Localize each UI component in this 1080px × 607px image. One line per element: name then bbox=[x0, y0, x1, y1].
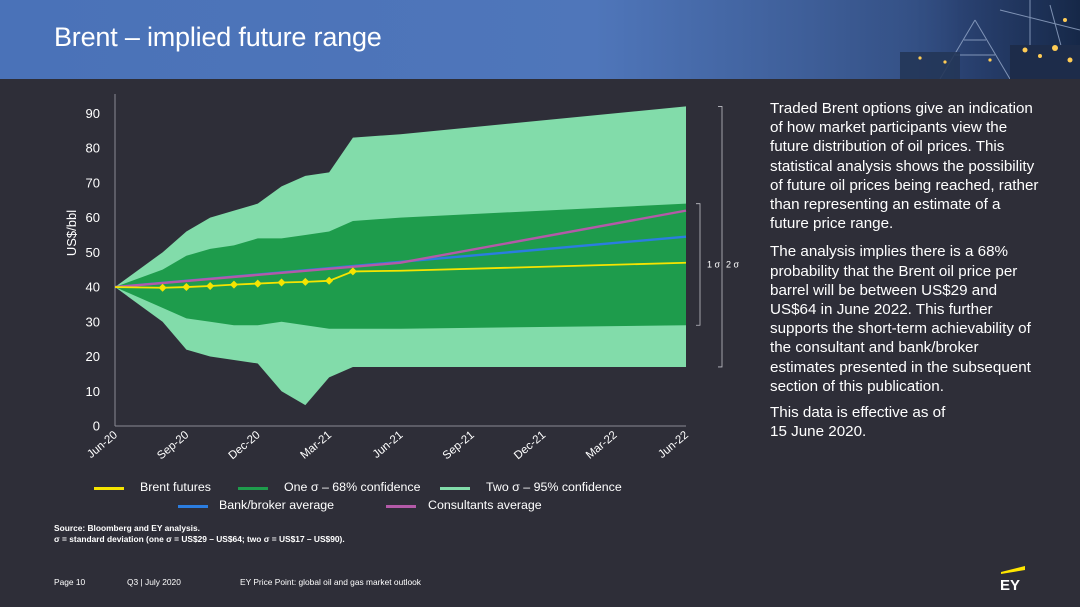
page-title: Brent – implied future range bbox=[54, 22, 382, 52]
footer-period: Q3 | July 2020 bbox=[127, 577, 181, 587]
legend-item-two-sigma: Two σ – 95% confidence bbox=[440, 480, 640, 498]
y-tick-label: 90 bbox=[86, 106, 100, 121]
data-point-brent-futures bbox=[229, 280, 238, 289]
y-tick-label: 60 bbox=[86, 210, 100, 225]
y-axis-title: US$/bbl bbox=[64, 210, 79, 256]
data-point-brent-futures bbox=[348, 267, 357, 276]
legend-swatch bbox=[386, 505, 416, 508]
x-tick-label: Jun-20 bbox=[85, 429, 120, 461]
sigma-definition-line: σ = standard deviation (one σ = US$29 – … bbox=[54, 534, 345, 544]
oil-rig-photo bbox=[880, 0, 1080, 79]
one-sigma-bracket bbox=[696, 203, 701, 326]
commentary-paragraph: Traded Brent options give an indication … bbox=[770, 100, 1039, 233]
one-sigma-label: 1 σ bbox=[707, 259, 721, 269]
band-one-sigma bbox=[115, 203, 686, 329]
source-note: Source: Bloomberg and EY analysis. σ = s… bbox=[54, 523, 345, 545]
legend-label: Brent futures bbox=[140, 480, 211, 494]
y-tick-label: 70 bbox=[86, 175, 100, 190]
legend-label: Bank/broker average bbox=[219, 498, 335, 512]
two-sigma-label: 2 σ bbox=[726, 259, 740, 269]
data-point-brent-futures bbox=[277, 278, 286, 287]
x-tick-label: Mar-21 bbox=[298, 429, 334, 462]
legend-label: One σ – 68% confidence bbox=[284, 480, 421, 494]
data-point-brent-futures bbox=[158, 283, 167, 292]
effective-date-label: This data is effective as of bbox=[770, 404, 946, 422]
header-banner: Brent – implied future range bbox=[0, 0, 1080, 79]
ey-logo: EY bbox=[1000, 566, 1025, 592]
y-tick-label: 40 bbox=[86, 280, 100, 295]
legend-label: Consultants average bbox=[428, 498, 542, 512]
ey-logo-text: EY bbox=[1000, 577, 1020, 592]
data-point-brent-futures bbox=[182, 283, 191, 292]
legend-item-brent: Brent futures bbox=[94, 480, 234, 498]
x-tick-label: Sep-20 bbox=[155, 429, 191, 462]
x-tick-label: Dec-21 bbox=[512, 429, 548, 462]
footer-page-number: Page 10 bbox=[54, 577, 86, 587]
y-tick-label: 0 bbox=[93, 419, 100, 434]
chart: 0 10 20 30 40 50 60 70 80 90 US$/bbl Jun-20 Sep-20 De… bbox=[64, 94, 740, 462]
ey-logo-beam bbox=[1001, 566, 1025, 574]
x-tick-label: Sep-21 bbox=[441, 429, 477, 462]
series-line-brent-futures bbox=[114, 261, 687, 289]
effective-date-note: This data is effective as of 15 June 202… bbox=[770, 403, 1040, 441]
x-tick-label: Dec-20 bbox=[227, 429, 263, 462]
y-tick-label: 30 bbox=[86, 314, 100, 329]
x-tick-label: Jun-21 bbox=[371, 429, 406, 461]
legend-item-consultants: Consultants average bbox=[386, 498, 576, 516]
footer-publication: EY Price Point: global oil and gas marke… bbox=[240, 577, 421, 587]
legend-swatch bbox=[440, 487, 470, 490]
commentary-paragraph: The analysis implies there is a 68% prob… bbox=[770, 243, 1031, 395]
y-tick-label: 10 bbox=[86, 384, 100, 399]
legend-swatch bbox=[94, 487, 124, 490]
commentary-panel: Traded Brent options give an indication … bbox=[770, 99, 1040, 450]
x-tick-label: Jun-22 bbox=[656, 429, 691, 461]
legend-swatch bbox=[238, 487, 268, 490]
legend-swatch bbox=[178, 505, 208, 508]
y-tick-label: 50 bbox=[86, 245, 100, 260]
data-point-brent-futures bbox=[325, 276, 334, 285]
series-line-consultants-average bbox=[114, 209, 687, 289]
legend-label: Two σ – 95% confidence bbox=[486, 480, 622, 494]
y-tick-label: 80 bbox=[86, 141, 100, 156]
two-sigma-bracket bbox=[718, 106, 723, 368]
source-line: Source: Bloomberg and EY analysis. bbox=[54, 523, 200, 533]
effective-date-value: 15 June 2020. bbox=[770, 423, 867, 441]
data-point-brent-futures bbox=[206, 282, 215, 291]
x-tick-label: Mar-22 bbox=[584, 429, 620, 462]
legend-item-bank-broker: Bank/broker average bbox=[178, 498, 368, 516]
legend-item-one-sigma: One σ – 68% confidence bbox=[238, 480, 438, 498]
y-tick-label: 20 bbox=[86, 349, 100, 364]
data-point-brent-futures bbox=[301, 277, 310, 286]
data-point-brent-futures bbox=[253, 279, 262, 288]
